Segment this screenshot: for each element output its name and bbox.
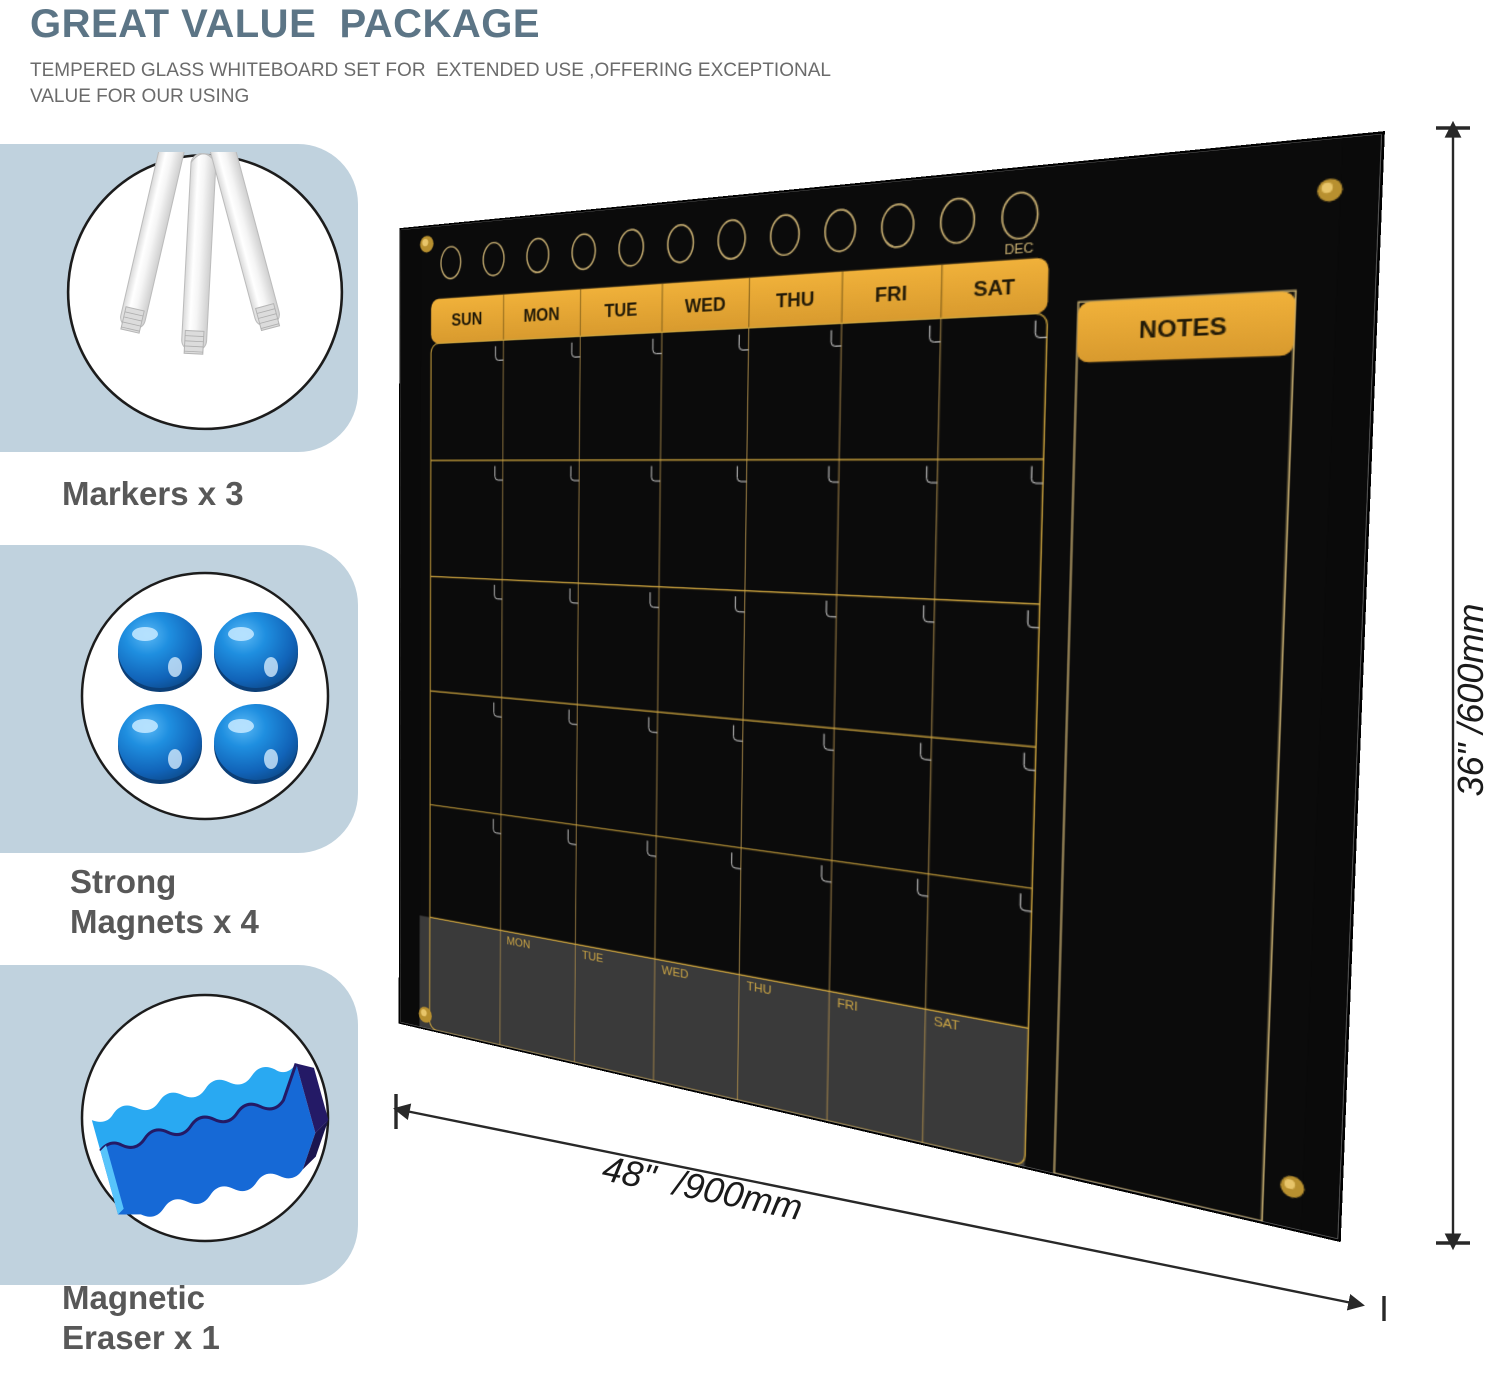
svg-text:48" /900mm: 48" /900mm (599, 1147, 806, 1228)
svg-text:36" /600mm: 36" /600mm (1450, 604, 1491, 797)
